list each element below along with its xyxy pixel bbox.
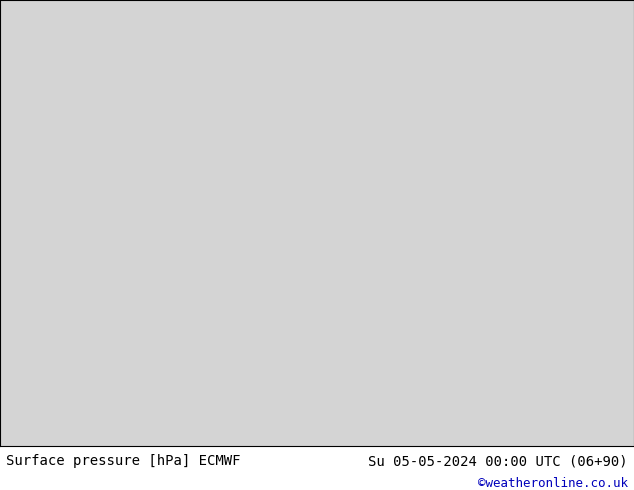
- Text: Surface pressure [hPa] ECMWF: Surface pressure [hPa] ECMWF: [6, 454, 241, 468]
- Text: ©weatheronline.co.uk: ©weatheronline.co.uk: [477, 477, 628, 490]
- Text: Su 05-05-2024 00:00 UTC (06+90): Su 05-05-2024 00:00 UTC (06+90): [368, 454, 628, 468]
